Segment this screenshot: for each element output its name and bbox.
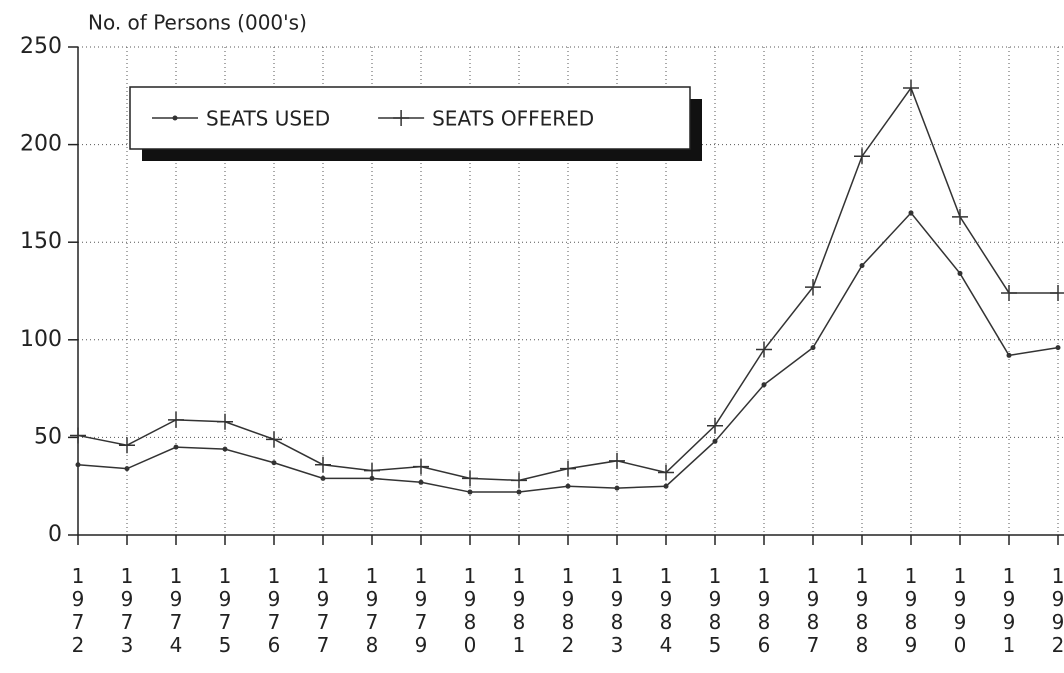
marker-plus	[609, 452, 625, 469]
marker-plus	[70, 427, 86, 444]
marker-dot	[418, 479, 424, 485]
marker-dot	[1006, 352, 1012, 358]
marker-plus	[364, 462, 380, 479]
marker-dot	[467, 489, 473, 495]
marker-dot	[761, 382, 767, 388]
y-axis-label: No. of Persons (000's)	[88, 11, 307, 35]
marker-plus	[217, 413, 233, 430]
marker-plus	[1050, 284, 1064, 301]
marker-dot	[908, 210, 914, 216]
y-tick-label: 0	[48, 522, 62, 547]
marker-plus	[560, 460, 576, 477]
marker-plus	[805, 279, 821, 296]
marker-plus	[168, 411, 184, 428]
marker-plus	[658, 464, 674, 481]
marker-plus	[511, 472, 527, 489]
legend-label: SEATS USED	[206, 107, 330, 131]
marker-plus	[952, 208, 968, 225]
marker-dot	[173, 444, 179, 450]
marker-plus	[462, 470, 478, 487]
marker-dot	[320, 475, 326, 481]
marker-plus	[119, 437, 135, 454]
marker-dot	[516, 489, 522, 495]
marker-plus	[707, 417, 723, 434]
marker-plus	[1001, 284, 1017, 301]
marker-dot	[565, 483, 571, 489]
marker-dot	[271, 460, 277, 466]
marker-dot	[957, 270, 963, 276]
marker-dot	[859, 263, 865, 269]
marker-dot	[75, 462, 81, 468]
y-tick-label: 250	[20, 34, 62, 59]
marker-plus	[854, 148, 870, 165]
marker-dot	[614, 485, 620, 491]
legend-label: SEATS OFFERED	[432, 107, 594, 131]
y-tick-label: 50	[34, 424, 62, 449]
marker-plus	[756, 341, 772, 358]
y-tick-label: 150	[20, 229, 62, 254]
marker-plus	[903, 79, 919, 96]
marker-dot	[172, 115, 178, 121]
marker-dot	[1055, 345, 1061, 351]
marker-dot	[712, 438, 718, 444]
marker-plus	[315, 456, 331, 473]
marker-dot	[663, 483, 669, 489]
marker-dot	[222, 446, 228, 452]
marker-dot	[810, 345, 816, 351]
marker-plus	[266, 431, 282, 448]
y-tick-label: 100	[20, 327, 62, 352]
y-tick-label: 200	[20, 132, 62, 157]
marker-dot	[124, 466, 130, 472]
marker-plus	[393, 110, 410, 126]
marker-plus	[413, 458, 429, 475]
